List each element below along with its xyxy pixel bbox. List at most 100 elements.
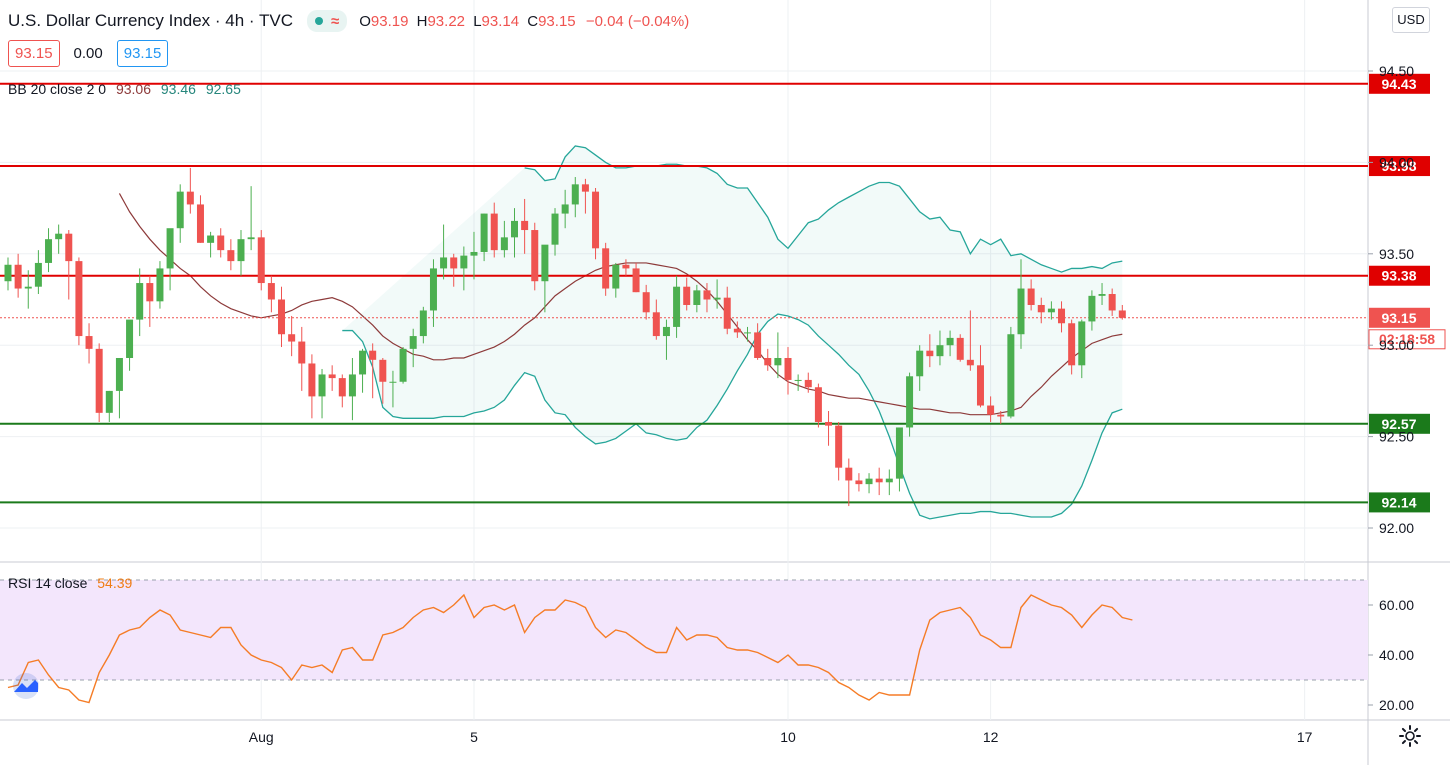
candle-body: [652, 312, 660, 337]
candle-body: [409, 336, 417, 349]
price-tick-label: 94.50: [1379, 63, 1414, 79]
candle-body: [176, 191, 184, 229]
candle-body: [298, 341, 306, 364]
market-status-pill[interactable]: ≈: [307, 10, 348, 32]
high-value: 93.22: [427, 12, 466, 30]
candle-body: [227, 250, 235, 262]
candle-body: [338, 378, 346, 397]
candle-body: [612, 264, 620, 289]
candle-body: [217, 235, 225, 251]
candle-body: [399, 348, 407, 382]
candle-body: [855, 480, 863, 485]
candle-body: [207, 235, 215, 243]
candle-body: [257, 237, 265, 284]
candle-body: [885, 478, 893, 483]
candle-body: [592, 191, 600, 249]
candle-body: [115, 357, 123, 391]
candle-body: [987, 405, 995, 415]
candle-body: [126, 319, 134, 358]
candle-body: [804, 379, 812, 388]
candle-body: [247, 237, 255, 240]
bb-legend[interactable]: BB 20 close 2 0 93.06 93.46 92.65: [8, 81, 241, 97]
candle-body: [976, 365, 984, 406]
candle-body: [551, 213, 559, 245]
candle-body: [480, 213, 488, 252]
candle-body: [895, 427, 903, 479]
candle-body: [916, 350, 924, 377]
ohlc-readout: O93.19 H93.22 L93.14 C93.15 −0.04 (−0.04…: [359, 12, 690, 30]
change-value: −0.04 (−0.04%): [585, 12, 690, 30]
candle-body: [814, 387, 822, 422]
ask-box[interactable]: 93.15: [116, 40, 169, 67]
candle-body: [136, 283, 144, 320]
candle-body: [926, 350, 934, 357]
bollinger-bands: [118, 145, 1123, 520]
price-tick-label: 92.00: [1379, 520, 1414, 536]
candle-body: [733, 328, 741, 333]
candle-body: [561, 204, 569, 214]
price-tick-label: 93.00: [1379, 337, 1414, 353]
candle-body: [875, 478, 883, 483]
candle-body: [460, 255, 468, 269]
candle-body: [14, 264, 22, 289]
price-tick-label: 92.50: [1379, 429, 1414, 445]
level-label-bg: [1369, 265, 1430, 286]
candle-body: [703, 290, 711, 300]
price-tick-label: 94.00: [1379, 154, 1414, 170]
open-value: 93.19: [370, 12, 409, 30]
candle-body: [794, 379, 802, 381]
candle-body: [267, 283, 275, 300]
candle-body: [632, 268, 640, 293]
candle-body: [146, 283, 154, 302]
candle-body: [1108, 294, 1116, 311]
candle-body: [531, 230, 539, 282]
candle-body: [348, 374, 356, 397]
bb-label: BB 20 close 2 0: [8, 81, 107, 97]
candle-body: [1058, 308, 1066, 324]
candle-body: [500, 237, 508, 251]
level-label: 92.57: [1381, 416, 1416, 432]
time-tick-label: 10: [780, 729, 796, 745]
candle-body: [906, 376, 914, 428]
candle-body: [946, 337, 954, 346]
candle-body: [318, 374, 326, 397]
candle-body: [369, 350, 377, 360]
bb-lower-value: 92.65: [205, 81, 241, 97]
candle-body: [95, 348, 103, 413]
candle-body: [997, 414, 1005, 417]
candle-body: [1098, 294, 1106, 296]
spread-value: 0.00: [73, 45, 103, 62]
quote-boxes: 93.15 0.00 93.15: [8, 40, 169, 67]
candle-body: [936, 345, 944, 357]
bid-box[interactable]: 93.15: [8, 40, 60, 67]
candle-body: [662, 326, 670, 337]
candle-body: [379, 359, 387, 382]
level-label-bg: [1369, 73, 1430, 94]
candle-body: [581, 184, 589, 192]
candle-body: [105, 390, 113, 413]
candle-body: [389, 381, 397, 383]
rsi-line: [7, 593, 1133, 704]
settings-gear-icon[interactable]: [1398, 724, 1422, 748]
level-label: 94.43: [1381, 76, 1416, 92]
level-label: 93.98: [1381, 158, 1416, 174]
candle-body: [683, 286, 691, 305]
close-value: 93.15: [538, 12, 576, 30]
rsi-legend[interactable]: RSI 14 close 54.39: [8, 575, 132, 591]
candle-body: [743, 332, 751, 334]
rsi-pane: [0, 579, 1368, 704]
candle-body: [490, 213, 498, 251]
candle-body: [450, 257, 458, 269]
time-tick-label: 17: [1297, 729, 1313, 745]
candle-body: [511, 220, 518, 238]
symbol-header[interactable]: U.S. Dollar Currency Index · 4h · TVC ≈ …: [8, 10, 689, 32]
symbol-title[interactable]: U.S. Dollar Currency Index · 4h · TVC: [8, 11, 293, 30]
currency-button[interactable]: USD: [1392, 7, 1430, 33]
candle-body: [288, 334, 296, 342]
time-tick-label: 12: [983, 729, 999, 745]
candle-body: [723, 297, 731, 329]
level-label-bg: [1369, 156, 1430, 177]
tradingview-logo-icon[interactable]: [8, 672, 44, 700]
bb-lower-line: [342, 313, 1123, 520]
